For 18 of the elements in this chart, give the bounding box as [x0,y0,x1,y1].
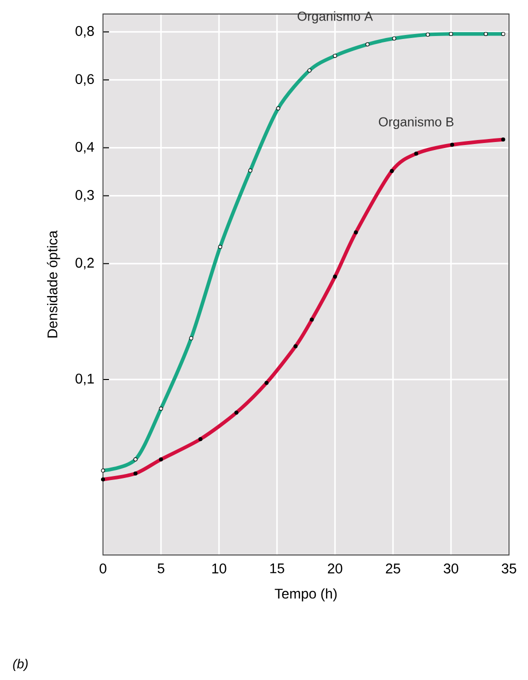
x-tick-label: 15 [270,564,284,574]
x-tick-label: 10 [212,564,226,574]
text: (b) [13,658,28,672]
y-tick-label: 0,2 [76,258,94,270]
y-tick-label: 0,1 [76,374,94,386]
y-tick-label: 0,8 [76,26,94,38]
x-axis-title: Tempo (h) [274,588,337,602]
y-tick-label: 0,6 [76,74,94,86]
x-tick-label: 35 [502,564,516,574]
x-tick-label: 30 [444,564,458,574]
y-tick-label: 0,3 [76,190,94,202]
x-tick-label: 20 [328,564,342,574]
x-tick-label: 25 [386,564,400,574]
x-tick-label: 0 [100,564,106,574]
series-label: Organismo B [378,116,454,130]
y-axis-title: Densidade óptica [46,230,60,338]
y-tick-label: 0,4 [76,142,94,154]
x-tick-label: 5 [158,564,164,574]
